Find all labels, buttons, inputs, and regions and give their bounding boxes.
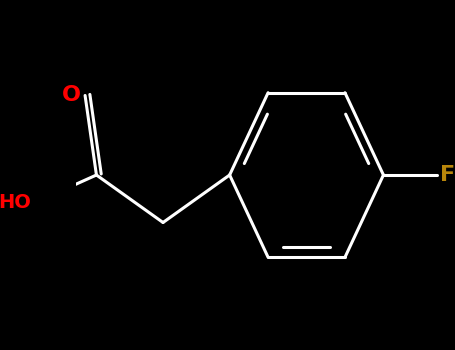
Text: F: F [440, 165, 455, 185]
Text: HO: HO [0, 193, 31, 212]
Text: O: O [62, 85, 81, 105]
